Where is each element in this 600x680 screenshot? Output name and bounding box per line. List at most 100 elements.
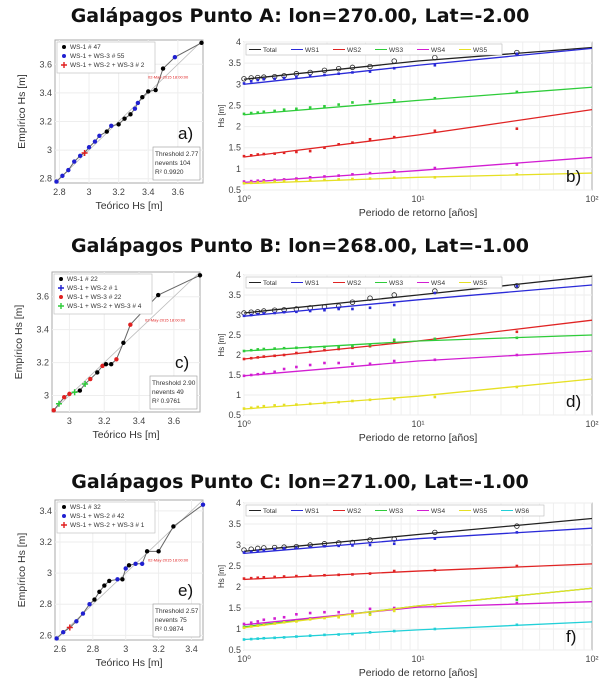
data-point	[273, 617, 276, 620]
data-point	[282, 151, 286, 155]
data-point	[249, 80, 253, 83]
data-point	[282, 367, 286, 371]
data-point	[515, 90, 519, 94]
qq-point	[66, 624, 73, 631]
qq-point	[77, 388, 83, 393]
data-point	[368, 613, 372, 617]
fit-line	[243, 350, 593, 377]
data-point	[282, 615, 286, 619]
legend-label: WS2	[347, 47, 361, 54]
data-point	[351, 362, 354, 366]
data-point	[368, 631, 372, 634]
data-point	[335, 65, 342, 72]
qq-legend	[56, 41, 156, 74]
legend-marker	[61, 62, 67, 68]
x-tick-label: 10¹	[411, 194, 424, 204]
qq-point	[66, 167, 71, 173]
y-tick-label: 0.5	[228, 185, 241, 195]
data-point	[392, 170, 396, 173]
qq-point	[135, 100, 141, 106]
y-tick-label: 2.6	[39, 630, 52, 640]
qq-point	[74, 619, 79, 624]
y-tick-label: 1	[236, 390, 241, 400]
qq-point	[67, 391, 72, 397]
x-tick-label: 3.6	[168, 416, 181, 426]
legend-label: WS4	[431, 280, 445, 287]
qq-point	[92, 597, 97, 602]
data-point	[242, 82, 246, 85]
data-point	[515, 163, 519, 166]
legend-marker	[59, 277, 63, 281]
data-point	[242, 349, 246, 353]
fit-line	[243, 109, 593, 158]
data-point	[273, 622, 276, 625]
stats-line: Threshold 2.77	[155, 151, 199, 158]
y-tick-label: 4	[236, 498, 241, 508]
data-point	[323, 178, 326, 182]
qq-point	[61, 394, 67, 400]
qq-point	[140, 95, 145, 100]
y-tick-label: 3.4	[39, 506, 52, 516]
y-tick-label: 2	[236, 350, 241, 360]
data-point	[391, 58, 397, 64]
series-ws5	[242, 378, 593, 410]
data-point	[242, 551, 246, 554]
data-point	[337, 573, 340, 577]
y-tick-label: 3.2	[39, 537, 52, 547]
legend-label: WS1	[305, 47, 319, 54]
data-point	[515, 385, 519, 389]
legend-marker	[62, 54, 66, 58]
qq-point	[171, 524, 176, 529]
x-axis-label: Periodo de retorno [años]	[359, 207, 478, 219]
y-tick-label: 2	[236, 582, 241, 592]
data-point	[308, 74, 312, 78]
qq-point	[104, 129, 110, 134]
qq-point	[122, 116, 127, 121]
data-point	[308, 634, 312, 638]
data-point	[249, 576, 253, 580]
fit-line	[243, 275, 593, 314]
data-point	[249, 111, 253, 115]
qq-point	[126, 563, 132, 568]
qq-point	[77, 153, 83, 159]
data-point	[256, 181, 260, 184]
data-point	[323, 308, 326, 312]
data-point	[351, 173, 354, 176]
data-point	[392, 359, 396, 363]
return-period-plot: 0.5 1 1.5 2 2.5 3 3.5 4 10⁰ 10¹ 10² Total WS1 WS2 WS3 W…	[217, 37, 599, 219]
data-point	[273, 311, 276, 315]
legend-marker	[58, 303, 64, 309]
data-point	[273, 347, 276, 350]
data-point	[256, 624, 260, 627]
data-point	[351, 141, 354, 144]
panel-title: Galápagos Punto B: lon=268.00, Lat=-1.00	[71, 235, 529, 257]
qq-point	[109, 362, 114, 367]
legend-label: WS2	[347, 508, 361, 515]
return-period-plot: 0.5 1 1.5 2 2.5 3 3.5 4 10⁰ 10¹ 10² Total WS1 WS2 WS3 W…	[217, 498, 599, 679]
stats-line: R² 0.9874	[155, 626, 184, 633]
data-point	[273, 547, 276, 551]
return-period-plot: 0.5 1 1.5 2 2.5 3 3.5 4 10⁰ 10¹ 10² Total WS1 WS2 WS3 W…	[217, 270, 599, 444]
data-point	[262, 618, 266, 622]
data-point	[249, 313, 253, 317]
legend-label: WS5	[473, 508, 487, 515]
data-point	[295, 310, 298, 314]
data-point	[337, 610, 340, 614]
fit-line	[243, 378, 593, 410]
y-tick-label: 2	[236, 122, 241, 132]
data-point	[368, 99, 372, 103]
stats-line: R² 0.9920	[155, 169, 184, 176]
legend-label: WS2	[347, 280, 361, 287]
legend-label: WS-1 + WS-3 # 55	[70, 53, 125, 60]
data-point	[249, 356, 253, 360]
data-point	[262, 404, 266, 408]
data-point	[337, 307, 340, 311]
legend-label: WS4	[431, 508, 445, 515]
data-point	[323, 573, 326, 577]
stats-box	[152, 146, 201, 181]
data-point	[282, 178, 286, 181]
data-point	[242, 622, 246, 626]
data-point	[282, 310, 286, 314]
legend-label: WS-1 # 47	[70, 44, 101, 51]
legend-label: WS4	[431, 47, 445, 54]
